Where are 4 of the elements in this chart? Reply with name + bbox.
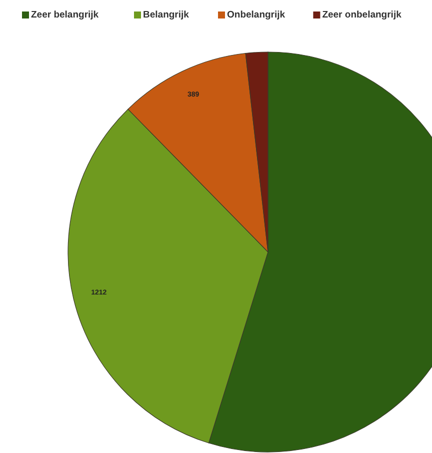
- legend-label: Zeer belangrijk: [31, 10, 100, 21]
- legend-label: Onbelangrijk: [227, 10, 286, 21]
- legend-label: Belangrijk: [143, 10, 190, 21]
- legend-label: Zeer onbelangrijk: [322, 10, 402, 21]
